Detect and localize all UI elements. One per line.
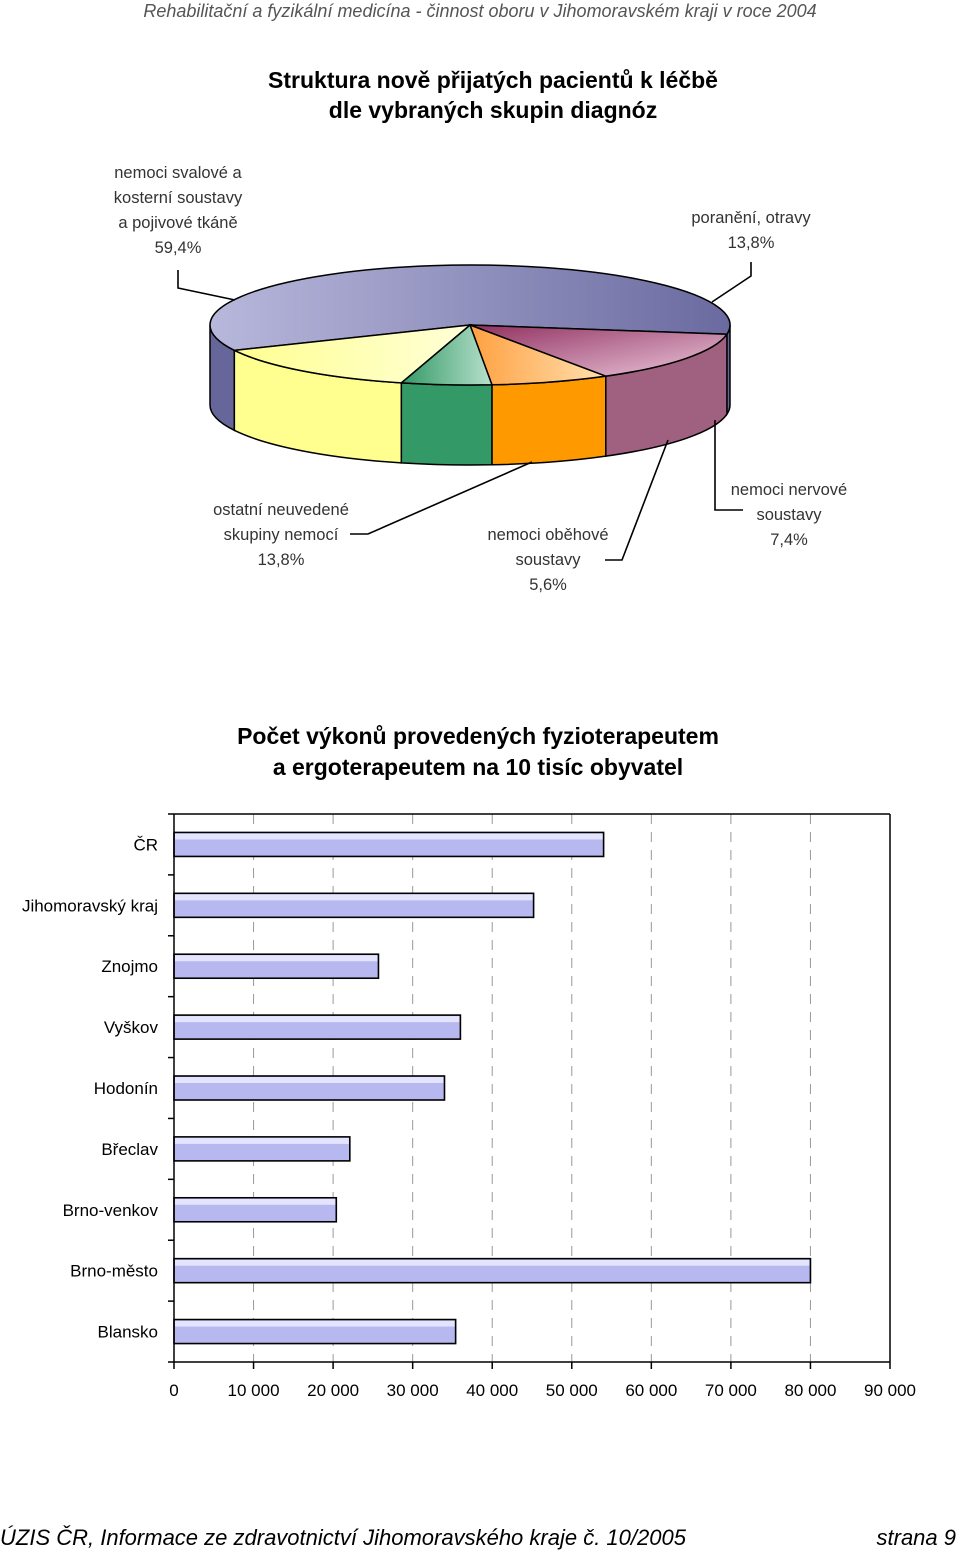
pie-label-0-line-2: a pojivové tkáně (118, 214, 237, 232)
bar-category-label-4: Hodonín (94, 1079, 158, 1098)
pie-tops (209, 264, 731, 386)
pie-value-2: 7,4% (770, 531, 808, 549)
bar-highlight-0 (175, 833, 603, 840)
bar-category-label-5: Břeclav (101, 1140, 158, 1159)
x-tick-label-5: 50 000 (546, 1381, 598, 1400)
bar-highlight-4 (175, 1077, 444, 1083)
x-tick-label-1: 10 000 (228, 1381, 280, 1400)
x-tick-label-4: 40 000 (466, 1381, 518, 1400)
pie-chart: Struktura nově přijatých pacientů k léčb… (114, 67, 847, 594)
bar-title-line-1: Počet výkonů provedených fyzioterapeutem (237, 723, 719, 749)
bar-category-label-1: Jihomoravský kraj (22, 896, 158, 915)
bar-category-label-0: ČR (133, 835, 158, 854)
pie-sides (209, 324, 731, 466)
bar-category-label-2: Znojmo (101, 957, 158, 976)
x-tick-label-3: 30 000 (387, 1381, 439, 1400)
pie-title-line-1: Struktura nově přijatých pacientů k léčb… (268, 67, 718, 93)
pie-value-3: 5,6% (529, 576, 567, 594)
pie-label-3-line-0: nemoci oběhové (487, 526, 608, 544)
x-tick-label-9: 90 000 (864, 1381, 916, 1400)
footer-source: ÚZIS ČR, Informace ze zdravotnictví Jiho… (0, 1525, 686, 1550)
bar-chart: Počet výkonů provedených fyzioterapeutem… (22, 723, 916, 1400)
pie-value-0: 59,4% (155, 239, 202, 257)
pie-labels: nemoci svalové a kosterní soustavy a pojiv… (114, 164, 847, 594)
bar-highlight-2 (175, 955, 378, 962)
bar-category-label-7: Brno-město (70, 1262, 158, 1281)
pie-label-4-line-1: skupiny nemocí (224, 526, 339, 544)
pie-leader-3 (605, 439, 669, 561)
bar-highlight-1 (175, 894, 533, 901)
pie-value-4: 13,8% (258, 551, 305, 569)
bar-title-line-2: a ergoterapeutem na 10 tisíc obyvatel (273, 754, 683, 780)
bar-tick-labels: 0 10 000 20 000 30 000 40 000 50 000 60 000 70 … (169, 1381, 916, 1400)
pie-leader-0 (177, 270, 236, 301)
pie-label-4-line-0: ostatní neuvedené (213, 501, 349, 519)
bar-category-label-8: Blansko (98, 1323, 158, 1342)
pie-label-3-line-1: soustavy (515, 551, 581, 569)
pie-label-0-line-0: nemoci svalové a (114, 164, 242, 182)
bar-highlight-8 (175, 1320, 455, 1327)
pie-label-2-line-0: nemoci nervové (731, 481, 847, 499)
pie-side-2 (491, 375, 607, 466)
pie-leader-2 (714, 420, 743, 511)
x-tick-label-0: 0 (169, 1381, 178, 1400)
pie-leaders (177, 262, 752, 561)
page-header: Rehabilitační a fyzikální medicína - čin… (143, 1, 817, 21)
bar-highlight-7 (175, 1259, 810, 1266)
x-tick-label-2: 20 000 (307, 1381, 359, 1400)
pie-title-line-2: dle vybraných skupin diagnóz (329, 97, 657, 123)
pie-slice-1 (469, 324, 729, 377)
pie-slice-2 (468, 323, 607, 386)
x-tick-label-8: 80 000 (784, 1381, 836, 1400)
x-tick-label-7: 70 000 (705, 1381, 757, 1400)
pie-label-1-line-0: poranění, otravy (691, 209, 811, 227)
bar-category-labels: ČR Jihomoravský kraj Znojmo Vyškov Hodonín Bř… (22, 835, 159, 1341)
bar-highlight-5 (175, 1137, 349, 1144)
pie-slice-4 (231, 323, 473, 384)
bar-highlight-3 (175, 1016, 460, 1023)
pie-label-0-line-1: kosterní soustavy (114, 189, 243, 207)
bar-axes (168, 813, 891, 1369)
bar-category-label-6: Brno-venkov (63, 1201, 159, 1220)
pie-side-3 (400, 382, 493, 466)
bar-category-label-3: Vyškov (104, 1018, 159, 1037)
pie-label-2-line-1: soustavy (756, 506, 822, 524)
footer-page-number: strana 9 (876, 1525, 957, 1550)
pie-value-1: 13,8% (728, 234, 775, 252)
bar-highlight-6 (175, 1198, 336, 1205)
x-tick-label-6: 60 000 (625, 1381, 677, 1400)
pie-leader-4 (350, 461, 533, 535)
pie-leader-1 (711, 262, 752, 303)
